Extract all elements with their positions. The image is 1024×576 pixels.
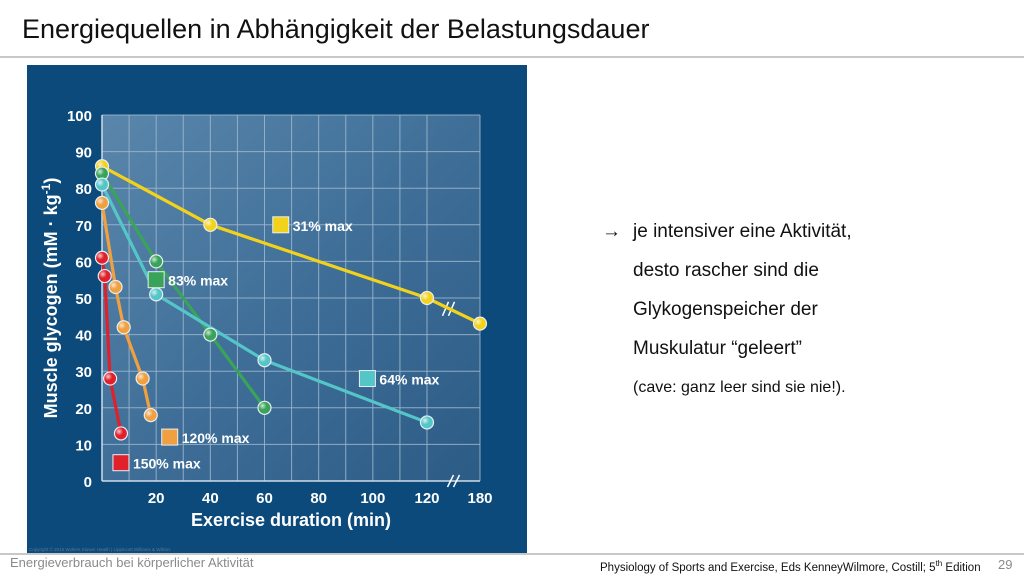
- data-point-highlight: [258, 401, 271, 415]
- x-axis-title: Exercise duration (min): [191, 510, 391, 530]
- series-swatch: [147, 271, 165, 289]
- data-point-highlight: [136, 372, 150, 386]
- copyright-text: Copyright © 2015 Wolters Kluwer Health |…: [29, 546, 171, 552]
- series-line: [100, 183, 428, 424]
- data-point-highlight: [258, 353, 271, 367]
- data-point-highlight: [144, 408, 158, 422]
- data-point-highlight: [473, 317, 487, 331]
- x-tick-label: 120: [414, 490, 439, 507]
- axes: 0 10 20 30 40 50 60 70 80 90 100 20 40 60 80 100 120 180: [67, 108, 493, 507]
- page-number: 29: [998, 557, 1013, 572]
- data-point-highlight: [149, 254, 163, 268]
- axis-break-mark: [452, 474, 461, 488]
- series-label: 31% max: [293, 218, 353, 234]
- glycogen-chart: 0 10 20 30 40 50 60 70 80 90 100 20 40 60 80 100 120 180 …: [27, 65, 527, 554]
- data-point-highlight: [103, 372, 117, 386]
- y-tick-label: 20: [75, 401, 92, 418]
- series-line: [100, 172, 266, 409]
- data-point-highlight: [95, 196, 109, 210]
- y-tick-label: 90: [75, 145, 92, 162]
- bullet-text-1: je intensiver eine Aktivität,: [633, 221, 852, 242]
- data-point-highlight: [95, 251, 109, 265]
- y-tick-label: 100: [67, 108, 92, 125]
- data-point-highlight: [203, 328, 217, 342]
- footer-source-sup: th: [935, 559, 943, 568]
- series-break-mark: [441, 301, 450, 317]
- bullet-line-2: desto rascher sind die: [633, 260, 819, 281]
- data-point-highlight: [149, 287, 163, 301]
- footer-source-end: Edition: [942, 561, 981, 574]
- data-point-highlight: [117, 320, 131, 334]
- axis-break-mark: [446, 474, 455, 488]
- series-label: 120% max: [182, 430, 250, 446]
- series-label: 150% max: [133, 456, 201, 472]
- y-tick-label: 0: [84, 474, 92, 491]
- y-tick-label: 80: [75, 181, 92, 198]
- series-line: [100, 257, 123, 434]
- series-label: 83% max: [168, 273, 228, 289]
- data-point-highlight: [203, 218, 217, 232]
- y-axis-title-sup: -1: [39, 183, 53, 194]
- footer-topic: Energieverbrauch bei körperlicher Aktivi…: [10, 555, 254, 570]
- footer-source-main: Physiology of Sports and Exercise, Eds K…: [600, 561, 936, 574]
- y-tick-label: 50: [75, 291, 92, 308]
- y-tick-label: 70: [75, 218, 92, 235]
- x-tick-label: 60: [256, 490, 273, 507]
- data-point-highlight: [420, 415, 434, 429]
- y-axis-title-end: ): [41, 178, 61, 184]
- y-axis-title: Muscle glycogen (mM · kg-1): [39, 178, 61, 419]
- footer-source: Physiology of Sports and Exercise, Eds K…: [600, 559, 981, 574]
- data-point-highlight: [420, 291, 434, 305]
- series-markers: [94, 159, 488, 441]
- bullet-line-1: → je intensiver eine Aktivität,: [602, 212, 852, 251]
- y-tick-label: 30: [75, 364, 92, 381]
- footer-divider: [0, 553, 1024, 555]
- x-tick-label: 20: [148, 490, 165, 507]
- data-point-highlight: [95, 178, 109, 192]
- x-tick-label: 100: [360, 490, 385, 507]
- slide-title: Energiequellen in Abhängigkeit der Belas…: [22, 14, 650, 44]
- x-tick-label: 80: [310, 490, 327, 507]
- data-point-highlight: [98, 269, 112, 283]
- y-tick-label: 10: [75, 437, 92, 454]
- data-point-highlight: [109, 280, 123, 294]
- series-line: [101, 164, 481, 326]
- series-swatch: [161, 428, 179, 446]
- x-tick-label: 40: [202, 490, 219, 507]
- bullet-line-4: Muskulatur “geleert”: [633, 338, 802, 359]
- data-point-highlight: [114, 426, 128, 440]
- series-swatch: [112, 454, 130, 472]
- bullet-text: → je intensiver eine Aktivität, desto ras…: [602, 212, 852, 407]
- title-divider: [0, 56, 1024, 58]
- y-axis-title-main: Muscle glycogen (mM · kg: [41, 194, 61, 418]
- x-tick-label: 180: [467, 490, 492, 507]
- arrow-icon: →: [602, 221, 621, 242]
- data-point-highlight: [95, 167, 109, 181]
- series-labels: 31% max 83% max 64% max 120% max 150% max: [112, 216, 440, 472]
- bullet-note: (cave: ganz leer sind sie nie!).: [633, 379, 846, 396]
- bullet-line-3: Glykogenspeicher der: [633, 299, 818, 320]
- y-tick-label: 60: [75, 254, 92, 271]
- series-swatch: [272, 216, 290, 234]
- y-tick-label: 40: [75, 328, 92, 345]
- series-swatch: [358, 370, 376, 388]
- series-label: 64% max: [379, 372, 439, 388]
